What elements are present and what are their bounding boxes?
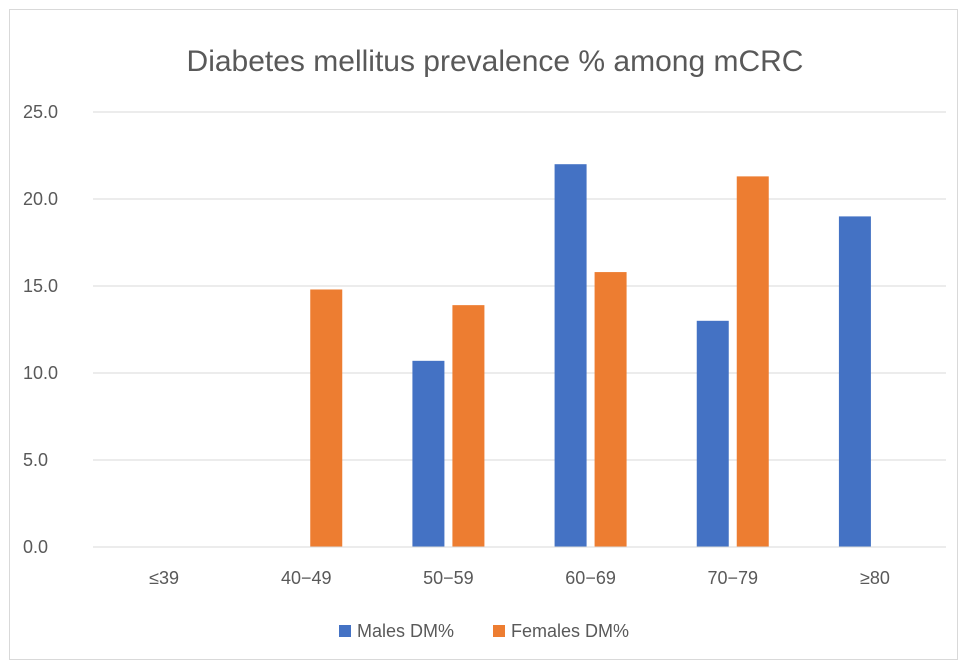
y-tick-label: 20.0	[23, 189, 58, 209]
y-tick-label: 15.0	[23, 276, 58, 296]
legend-label-males: Males DM%	[357, 621, 454, 641]
bar-males-2	[412, 360, 445, 547]
y-axis: 0.0 5.0 10.0 15.0 20.0 25.0	[23, 102, 58, 557]
x-tick-label: 60−69	[565, 568, 616, 588]
bar-females-4	[736, 176, 769, 547]
x-tick-label: 40−49	[281, 568, 332, 588]
legend: Males DM% Females DM%	[339, 621, 629, 641]
bars	[310, 164, 871, 547]
grid-lines	[93, 111, 946, 548]
y-tick-label: 0.0	[23, 537, 48, 557]
bar-males-4	[696, 320, 729, 547]
legend-swatch-males	[339, 625, 351, 637]
y-tick-label: 10.0	[23, 363, 58, 383]
bar-females-1	[310, 289, 343, 547]
x-tick-label: ≥80	[860, 568, 890, 588]
y-tick-label: 25.0	[23, 102, 58, 122]
x-tick-label: 70−79	[707, 568, 758, 588]
bar-males-5	[838, 216, 871, 547]
legend-swatch-females	[493, 625, 505, 637]
x-axis: ≤39 40−49 50−59 60−69 70−79 ≥80	[93, 546, 946, 588]
bar-males-3	[554, 164, 587, 547]
chart-title: Diabetes mellitus prevalence % among mCR…	[187, 45, 804, 78]
x-tick-label: ≤39	[149, 568, 179, 588]
bar-females-2	[452, 305, 485, 547]
y-tick-label: 5.0	[23, 450, 48, 470]
bar-females-3	[594, 272, 627, 547]
x-tick-label: 50−59	[423, 568, 474, 588]
legend-label-females: Females DM%	[511, 621, 629, 641]
